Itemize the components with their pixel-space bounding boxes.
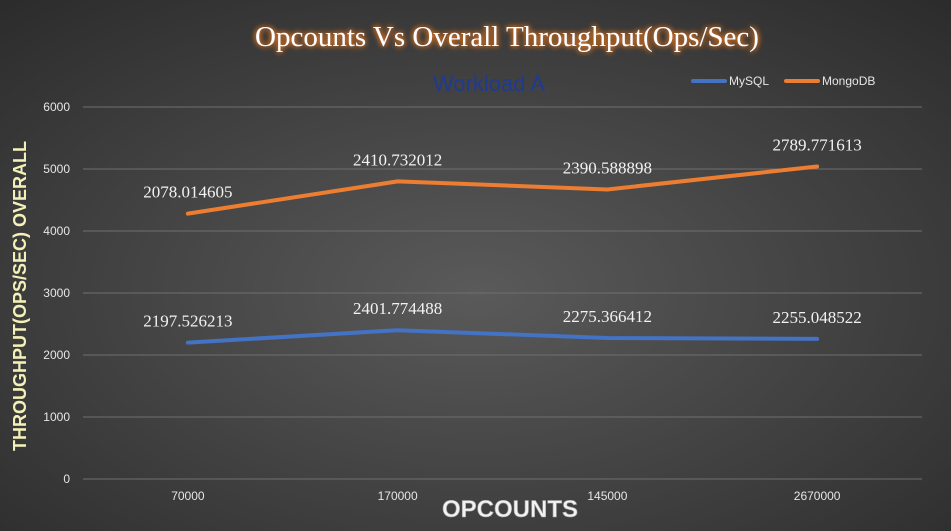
legend: MySQL MongoDB <box>691 74 875 88</box>
x-tick-label: 2670000 <box>794 489 841 503</box>
data-point <box>186 212 190 216</box>
data-label: 2401.774488 <box>353 299 442 318</box>
y-tick-label: 0 <box>63 472 70 486</box>
data-point <box>605 187 609 191</box>
x-tick-label: 70000 <box>171 489 205 503</box>
data-point <box>396 179 400 183</box>
axes: 0 1000 2000 3000 4000 5000 6000 70000 170000 1450… <box>43 100 841 503</box>
chart-subtitle: Workload A <box>433 71 545 96</box>
data-labels: 2197.526213 2401.774488 2275.366412 2255.04… <box>143 136 862 331</box>
y-tick-label: 4000 <box>43 224 70 238</box>
data-point <box>815 337 819 341</box>
y-tick-label: 5000 <box>43 162 70 176</box>
data-label: 2275.366412 <box>563 307 652 326</box>
data-label: 2255.048522 <box>773 308 862 327</box>
data-point <box>396 328 400 332</box>
x-tick-label: 145000 <box>587 489 627 503</box>
y-axis-title: THROUGHPUT(OPS/SEC) OVERALL <box>10 141 30 451</box>
chart-title: Opcounts Vs Overall Throughput(Ops/Sec) <box>255 21 759 53</box>
series <box>185 164 820 345</box>
legend-label: MongoDB <box>822 74 875 88</box>
data-point <box>605 336 609 340</box>
y-tick-label: 1000 <box>43 410 70 424</box>
legend-label: MySQL <box>729 74 769 88</box>
x-axis-title: OPCOUNTS <box>442 496 578 523</box>
y-tick-label: 6000 <box>43 100 70 114</box>
x-tick-label: 170000 <box>378 489 418 503</box>
data-label: 2789.771613 <box>773 136 862 155</box>
data-label: 2197.526213 <box>143 312 232 331</box>
data-point <box>815 165 819 169</box>
data-label: 2390.588898 <box>563 158 652 177</box>
y-tick-label: 3000 <box>43 286 70 300</box>
data-point <box>186 341 190 345</box>
series-line-mysql <box>185 328 820 345</box>
series-line-mongodb <box>185 164 820 216</box>
data-label: 2078.014605 <box>143 183 232 202</box>
data-label: 2410.732012 <box>353 150 442 169</box>
y-tick-label: 2000 <box>43 348 70 362</box>
